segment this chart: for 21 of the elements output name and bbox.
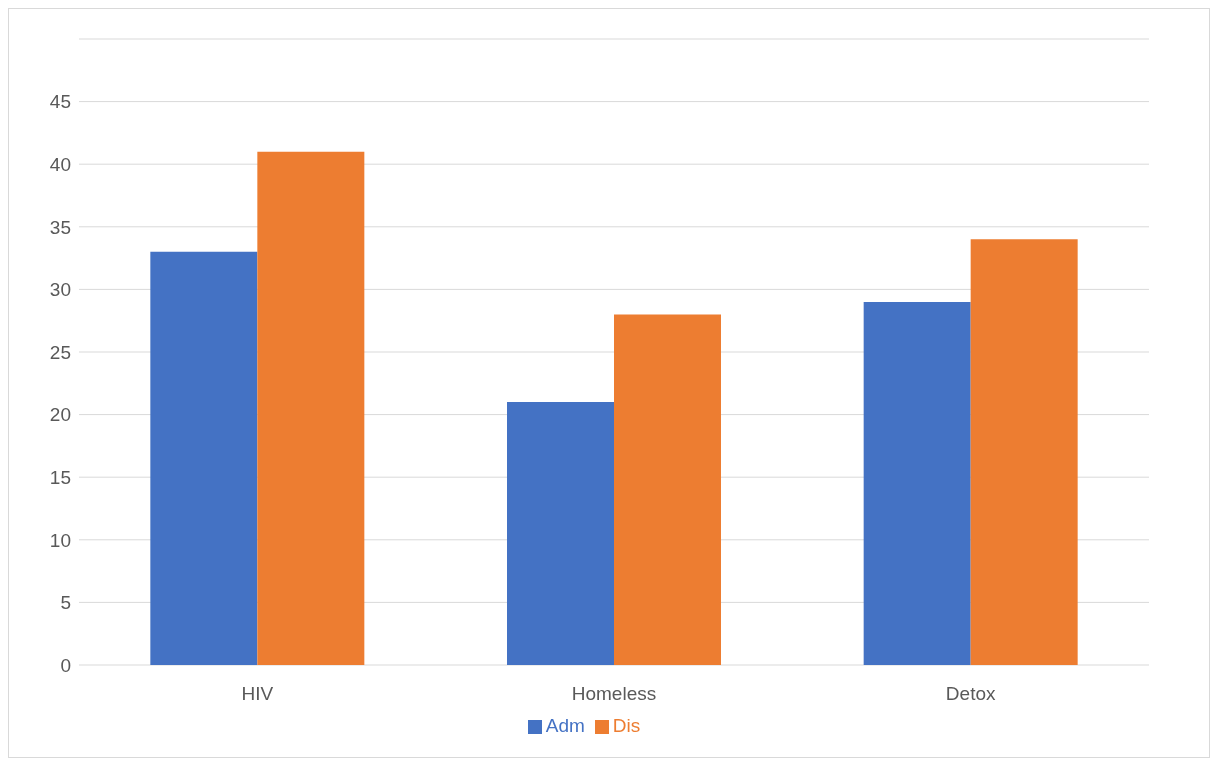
y-tick-label: 45 — [49, 91, 71, 113]
bar — [970, 239, 1078, 665]
y-tick-label: 20 — [49, 404, 71, 426]
bar — [257, 151, 365, 665]
y-tick-label: 25 — [49, 341, 71, 363]
legend-label: Dis — [612, 715, 641, 736]
bar — [863, 301, 971, 665]
y-tick-label: 10 — [49, 529, 71, 551]
y-tick-label: 40 — [49, 153, 71, 175]
bar — [150, 251, 258, 665]
y-tick-label: 5 — [60, 592, 71, 614]
bar — [614, 314, 721, 665]
x-tick-label: Detox — [945, 683, 996, 705]
x-tick-label: Homeless — [571, 683, 657, 705]
y-tick-label: 30 — [49, 279, 71, 301]
legend-label: Adm — [545, 715, 585, 736]
bar — [507, 402, 614, 665]
x-tick-label: HIV — [241, 683, 274, 705]
y-tick-label: 15 — [49, 466, 71, 488]
y-tick-label: 35 — [49, 216, 71, 238]
y-tick-label: 0 — [60, 654, 71, 676]
